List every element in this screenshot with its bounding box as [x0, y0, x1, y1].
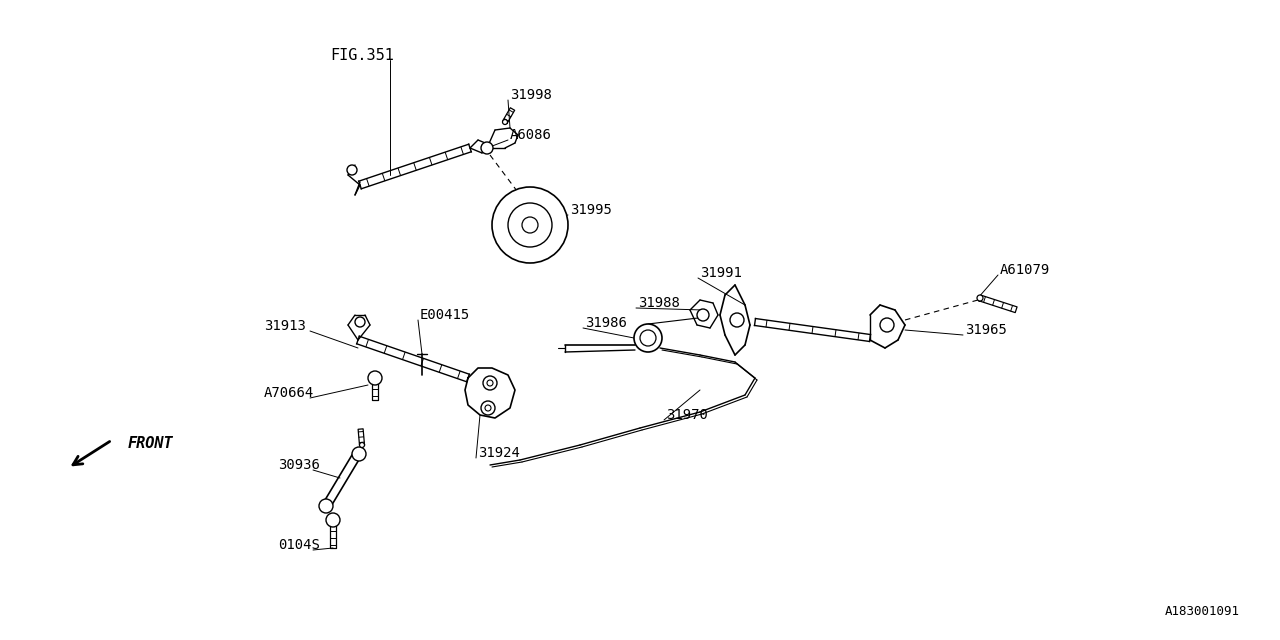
Circle shape: [508, 203, 552, 247]
Circle shape: [326, 513, 340, 527]
Circle shape: [486, 380, 493, 386]
Text: A70664: A70664: [264, 386, 315, 400]
Circle shape: [360, 442, 365, 447]
Circle shape: [347, 165, 357, 175]
Circle shape: [330, 517, 337, 523]
Circle shape: [372, 375, 378, 381]
Text: 31986: 31986: [585, 316, 627, 330]
Text: 31924: 31924: [477, 446, 520, 460]
Text: 31913: 31913: [264, 319, 306, 333]
Circle shape: [634, 324, 662, 352]
Circle shape: [522, 217, 538, 233]
Text: A6086: A6086: [509, 128, 552, 142]
Circle shape: [492, 187, 568, 263]
Circle shape: [503, 120, 507, 125]
Text: 31991: 31991: [700, 266, 742, 280]
Text: E00415: E00415: [420, 308, 470, 322]
Circle shape: [698, 309, 709, 321]
Text: 31965: 31965: [965, 323, 1007, 337]
Circle shape: [355, 317, 365, 327]
Text: 30936: 30936: [278, 458, 320, 472]
Text: 31995: 31995: [570, 203, 612, 217]
Circle shape: [485, 405, 492, 411]
Text: 31988: 31988: [637, 296, 680, 310]
Circle shape: [483, 376, 497, 390]
Circle shape: [481, 142, 493, 154]
Circle shape: [481, 401, 495, 415]
Circle shape: [369, 371, 381, 385]
Text: 31998: 31998: [509, 88, 552, 102]
Text: FRONT: FRONT: [128, 435, 174, 451]
Circle shape: [640, 330, 657, 346]
Circle shape: [730, 313, 744, 327]
Circle shape: [881, 318, 893, 332]
Circle shape: [352, 447, 366, 461]
Circle shape: [319, 499, 333, 513]
Text: A183001091: A183001091: [1165, 605, 1240, 618]
Text: 0104S: 0104S: [278, 538, 320, 552]
Text: A61079: A61079: [1000, 263, 1051, 277]
Circle shape: [977, 295, 983, 301]
Text: 31970: 31970: [666, 408, 708, 422]
Text: FIG.351: FIG.351: [330, 47, 394, 63]
